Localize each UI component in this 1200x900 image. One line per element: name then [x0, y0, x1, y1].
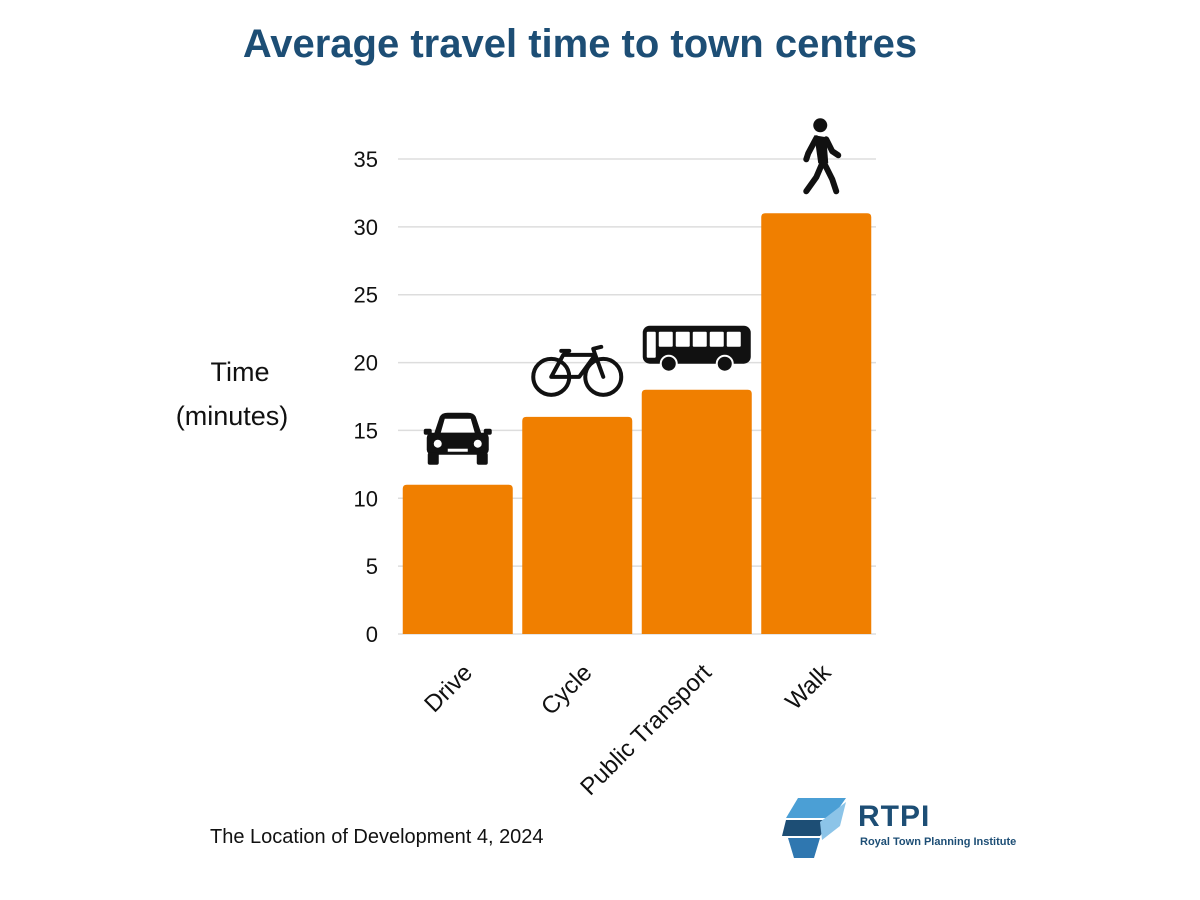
y-tick-label: 25: [354, 283, 378, 308]
bar-icons: [423, 118, 842, 465]
y-tick-label: 10: [354, 486, 378, 511]
y-tick-label: 20: [354, 351, 378, 376]
bicycle-icon: [531, 344, 624, 397]
y-axis-ticks: 0 5 10 15 20 25 30 35: [354, 147, 378, 647]
rtpi-logo: RTPI Royal Town Planning Institute: [780, 796, 1020, 866]
y-axis-label: Time: [211, 357, 270, 387]
rtpi-logo-mark-icon: [782, 798, 846, 858]
y-tick-label: 35: [354, 147, 378, 172]
car-icon: [423, 412, 492, 465]
rtpi-full-name: Royal Town Planning Institute: [860, 836, 1017, 848]
bus-icon: [642, 325, 751, 373]
y-axis-label-unit: (minutes): [176, 401, 289, 431]
bar-cycle: [522, 416, 633, 634]
y-tick-label: 5: [366, 554, 378, 579]
x-tick-label: Walk: [780, 658, 837, 715]
x-tick-label: Drive: [419, 659, 478, 718]
x-tick-label: Cycle: [536, 659, 598, 721]
bar-drive: [402, 484, 513, 634]
bar-walk: [761, 213, 872, 635]
y-tick-label: 30: [354, 215, 378, 240]
chart-title: Average travel time to town centres: [242, 22, 918, 66]
x-tick-label: Public Transport: [575, 659, 717, 801]
bar-public-transport: [641, 389, 752, 634]
y-tick-label: 0: [366, 622, 378, 647]
pedestrian-icon: [803, 118, 842, 195]
y-tick-label: 15: [354, 418, 378, 443]
rtpi-abbreviation: RTPI: [858, 800, 931, 833]
source-note: The Location of Development 4, 2024: [210, 826, 544, 848]
bars: [402, 213, 872, 635]
